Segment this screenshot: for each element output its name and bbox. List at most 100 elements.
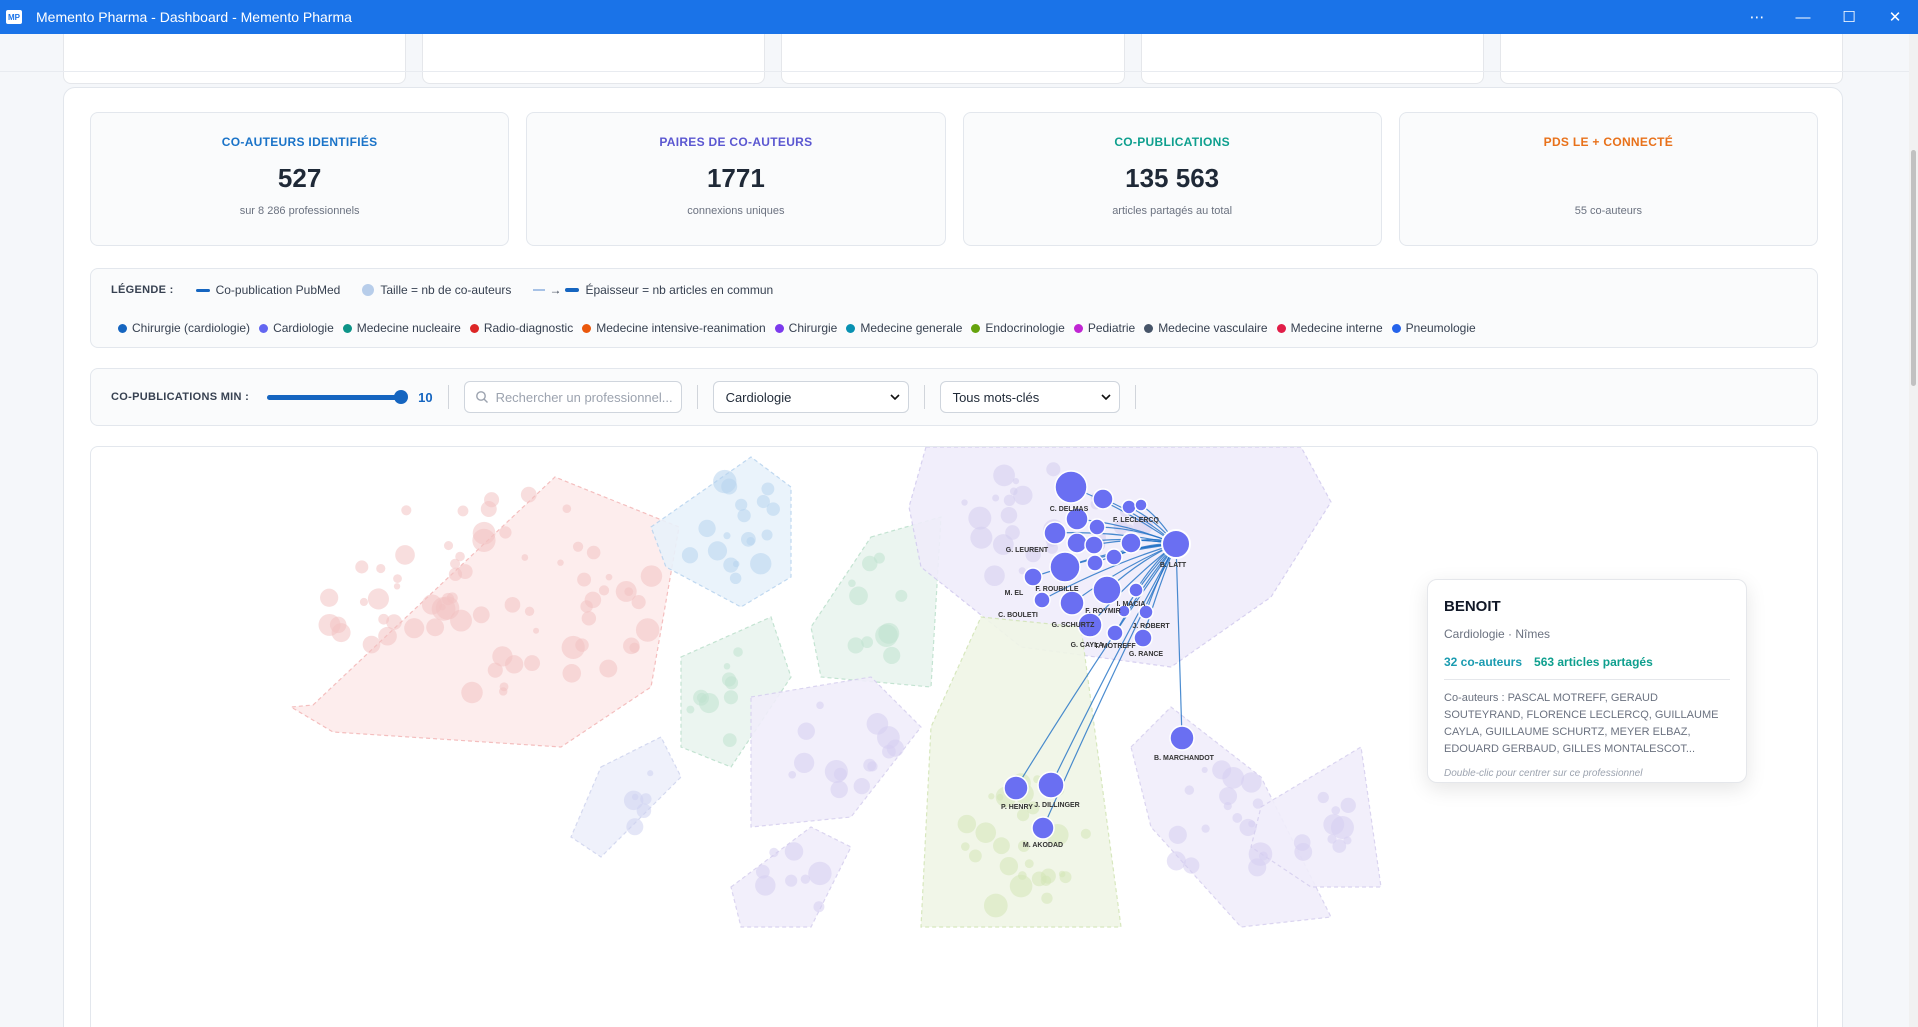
top-card — [63, 34, 407, 84]
stat-card-most-connected: PDS LE + CONNECTÉ 55 co-auteurs — [1398, 112, 1818, 246]
separator — [923, 385, 925, 409]
node-label: F. ROUBILLE — [1035, 586, 1078, 593]
specialty-select[interactable]: Cardiologie — [712, 381, 909, 413]
page-content: CO-AUTEURS IDENTIFIÉS 527 sur 8 286 prof… — [0, 34, 1918, 1027]
coauthor-network-graph[interactable]: C. DELMAS B. LATT F. ROUBILLE G. SCHURTZ G. … — [90, 446, 1818, 1027]
node-label: F. ROYMIR — [1085, 608, 1120, 615]
coauthor-node — [1037, 771, 1065, 799]
scrollbar-thumb[interactable] — [1911, 150, 1916, 386]
tooltip-meta: Cardiologie · Nîmes — [1444, 627, 1551, 641]
background-node — [875, 624, 898, 647]
specialty-label: Chirurgie — [788, 321, 838, 335]
coauthor-node — [1106, 624, 1124, 642]
network-svg[interactable]: C. DELMAS B. LATT F. ROUBILLE G. SCHURTZ G. … — [91, 447, 1818, 1027]
cluster-hull — [1250, 746, 1382, 888]
background-node — [724, 676, 739, 690]
background-node — [362, 635, 381, 654]
top-cards-row — [63, 34, 1844, 84]
background-node — [636, 803, 652, 818]
stat-card-pairs: PAIRES DE CO-AUTEURS 1771 connexions uni… — [526, 112, 946, 246]
node-label: C. BOULETI — [998, 612, 1038, 619]
coauthor-node — [1003, 775, 1029, 801]
background-node — [448, 567, 463, 581]
node-label: F. LECLERCQ — [1113, 517, 1159, 524]
specialty-label: Medecine nucleaire — [356, 321, 461, 335]
search-input[interactable] — [495, 389, 676, 405]
background-node — [461, 681, 483, 704]
background-node — [435, 596, 460, 620]
coauthor-link — [1015, 543, 1177, 789]
background-node — [993, 464, 1015, 487]
specialty-label: Radio-diagnostic — [483, 321, 574, 335]
background-node — [847, 637, 864, 654]
background-node — [983, 893, 1008, 918]
cluster-hull — [810, 516, 942, 688]
coauthor-node — [1066, 532, 1088, 554]
coauthor-link — [1032, 543, 1177, 578]
line-swatch — [195, 288, 210, 292]
color-dot-icon — [582, 323, 592, 333]
background-node — [895, 589, 908, 602]
stat-subtitle: sur 8 286 professionnels — [239, 205, 360, 217]
specialty-legend-item: Chirurgie (cardiologie) — [118, 321, 250, 335]
background-node — [635, 618, 660, 642]
background-node — [1024, 859, 1034, 869]
title-bar: MP Memento Pharma - Dashboard - Memento … — [0, 0, 1918, 34]
background-node — [961, 499, 968, 506]
background-node — [808, 861, 832, 886]
background-node — [640, 565, 663, 587]
arrow-icon: → — [549, 283, 562, 297]
background-node — [723, 532, 731, 540]
background-node — [999, 856, 1019, 876]
slider-thumb[interactable] — [394, 390, 409, 404]
keyword-select-value: Tous mots-clés — [952, 389, 1040, 405]
search-box[interactable] — [463, 381, 682, 413]
background-node — [988, 793, 995, 800]
specialty-label: Medecine intensive-reanimation — [596, 321, 766, 335]
specialty-label: Pediatrie — [1087, 321, 1136, 335]
specialty-legend-item: Medecine nucleaire — [342, 321, 461, 335]
node-label: M. AKODAD — [1023, 842, 1063, 849]
top-card — [1140, 34, 1484, 84]
background-node — [1232, 813, 1243, 823]
background-node — [1018, 567, 1026, 575]
coauthor-node — [1105, 548, 1123, 566]
background-node — [599, 659, 618, 678]
background-node — [631, 793, 639, 801]
specialty-legend: Chirurgie (cardiologie) Cardiologie Medeci… — [118, 321, 1485, 335]
close-button[interactable]: ✕ — [1888, 9, 1902, 26]
background-node — [800, 874, 811, 884]
more-options-button[interactable]: ⋯ — [1749, 9, 1765, 26]
background-node — [572, 541, 584, 552]
maximize-button[interactable]: ☐ — [1842, 9, 1856, 26]
minimize-button[interactable]: — — [1795, 8, 1811, 26]
thick-line-swatch — [565, 288, 580, 292]
background-node — [746, 536, 755, 546]
background-node — [492, 646, 513, 667]
coauthor-link — [1050, 543, 1177, 786]
cluster-hull — [920, 616, 1122, 928]
node-tooltip: BENOIT Cardiologie · Nîmes 32 co-auteurs… — [1427, 579, 1747, 783]
background-node — [484, 492, 500, 508]
background-node — [1026, 801, 1040, 815]
node-label: G. LEURENT — [1006, 547, 1049, 554]
node-label: G. SCHURTZ — [1052, 622, 1096, 629]
background-node — [732, 560, 740, 568]
background-node — [867, 761, 878, 772]
legend-title: LÉGENDE : — [111, 284, 174, 296]
background-node — [1184, 785, 1195, 795]
stat-label: CO-AUTEURS IDENTIFIÉS — [221, 135, 378, 149]
scrollbar[interactable] — [1909, 34, 1918, 1027]
background-node — [1239, 818, 1257, 837]
top-card — [1499, 34, 1844, 84]
keyword-select[interactable]: Tous mots-clés — [939, 381, 1120, 413]
min-copublications-slider[interactable] — [267, 387, 409, 407]
top-card — [781, 34, 1125, 84]
stat-card-coauthors: CO-AUTEURS IDENTIFIÉS 527 sur 8 286 prof… — [90, 112, 510, 246]
coauthor-link — [1175, 543, 1183, 739]
stat-label: CO-PUBLICATIONS — [1114, 135, 1230, 149]
background-node — [1317, 791, 1329, 804]
background-node — [1241, 772, 1262, 793]
background-node — [853, 777, 870, 795]
background-node — [729, 572, 742, 585]
